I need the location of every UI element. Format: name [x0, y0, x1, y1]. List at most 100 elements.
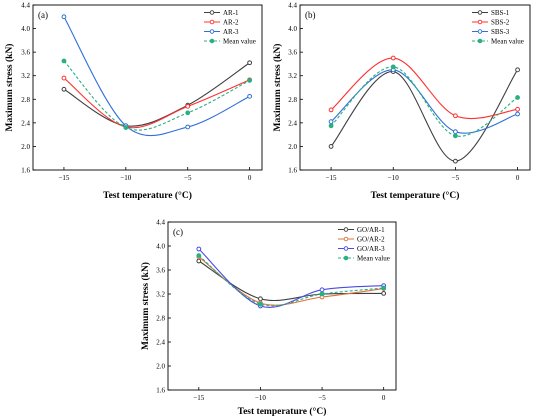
data-point — [185, 110, 191, 116]
x-axis-label: Test temperature (°C) — [238, 406, 327, 417]
legend-entry: SBS-2 — [491, 19, 510, 27]
series-line — [198, 255, 384, 307]
legend-marker — [477, 29, 483, 34]
series-line — [330, 66, 518, 137]
legend-marker — [343, 236, 349, 242]
data-point — [390, 55, 396, 61]
x-axis-label: Test temperature (°C) — [103, 190, 192, 201]
legend: AR-1 AR-2AR-3 Mean value — [204, 9, 256, 46]
plot-frame — [167, 221, 397, 391]
y-tick-label: 1.6 — [21, 167, 30, 175]
legend-entry: AR-3 — [223, 28, 239, 36]
x-tick-label: −5 — [184, 174, 192, 182]
data-point — [61, 58, 67, 64]
data-point — [453, 113, 458, 119]
x-tick-label: 0 — [248, 174, 252, 182]
y-tick-label: 3.6 — [288, 49, 297, 57]
legend-marker — [477, 38, 483, 44]
legend-marker — [209, 19, 215, 25]
y-tick-label: 2.8 — [21, 96, 30, 104]
data-point — [328, 107, 334, 113]
y-tick-label: 2.0 — [156, 363, 165, 371]
legend-entry: SBS-1 — [491, 9, 510, 17]
x-tick-label: −10 — [255, 394, 266, 402]
y-tick-label: 4.0 — [288, 25, 297, 33]
legend-entry: AR-2 — [223, 19, 239, 27]
legend-marker — [343, 255, 349, 261]
x-tick-label: −5 — [318, 394, 326, 402]
data-point — [61, 75, 67, 81]
data-point — [390, 64, 396, 70]
x-axis-label: Test temperature (°C) — [371, 190, 460, 201]
series-4 — [328, 64, 520, 139]
x-tick-label: −10 — [120, 174, 131, 182]
plot-frame — [32, 4, 263, 171]
legend-entry: GO/AR-3 — [357, 245, 385, 253]
data-point — [196, 253, 202, 259]
legend-entry: GO/AR-2 — [357, 236, 385, 244]
series-line — [330, 57, 518, 120]
data-point — [319, 291, 325, 297]
legend-marker — [209, 29, 215, 34]
chart-panel-2: 1.6 2.0 2.4 2.8 3.2 3.6 4.0 4.4 −15 −10 −5 0 Test te… — [272, 2, 531, 201]
y-tick-label: 4.0 — [21, 25, 30, 33]
series-line — [63, 60, 250, 131]
y-tick-label: 2.0 — [288, 143, 297, 151]
data-point — [61, 14, 67, 20]
y-tick-label: 3.6 — [21, 49, 30, 57]
series-line — [63, 77, 250, 129]
data-point — [196, 246, 202, 252]
data-point — [381, 285, 387, 291]
legend-entry: SBS-3 — [491, 28, 510, 36]
data-point — [328, 119, 334, 125]
x-tick-label: −5 — [452, 174, 460, 182]
chart-panel-1: 1.6 2.0 2.4 2.8 3.2 3.6 4.0 4.4 −15 −10 −5 0 Test te… — [4, 2, 263, 201]
data-point — [515, 106, 520, 112]
legend: GO/AR-1 GO/AR-2GO/AR-3 Mean value — [338, 226, 390, 263]
series-4 — [61, 58, 253, 131]
legend-entry: AR-1 — [223, 9, 239, 17]
legend-marker — [477, 10, 483, 15]
y-tick-label: 4.4 — [156, 219, 165, 227]
data-point — [247, 60, 253, 66]
y-tick-label: 2.4 — [21, 119, 30, 127]
y-tick-label: 3.2 — [156, 291, 165, 299]
y-axis-label: Maximum stress (kN) — [140, 262, 151, 350]
x-tick-label: −10 — [388, 174, 399, 182]
data-point — [258, 301, 263, 307]
series-2 — [328, 55, 520, 120]
data-point — [247, 78, 253, 83]
y-tick-label: 1.6 — [288, 167, 297, 175]
panel-label: (a) — [38, 10, 48, 20]
y-axis-label: Maximum stress (kN) — [272, 44, 283, 132]
x-tick-label: −15 — [58, 174, 69, 182]
y-tick-label: 2.8 — [156, 315, 165, 323]
data-point — [328, 144, 334, 149]
panel-label: (c) — [173, 227, 183, 237]
data-point — [453, 129, 458, 135]
legend-entry: Mean value — [223, 38, 256, 46]
panel-label: (b) — [305, 10, 316, 20]
chart-panel-3: 1.6 2.0 2.4 2.8 3.2 3.6 4.0 4.4 −15 −10 −5 0 Test te… — [140, 219, 397, 417]
y-tick-label: 3.2 — [21, 72, 30, 80]
y-tick-label: 4.4 — [288, 2, 297, 10]
y-tick-label: 2.4 — [156, 339, 165, 347]
data-point — [381, 291, 387, 296]
y-axis-label: Maximum stress (kN) — [4, 44, 15, 132]
x-tick-label: 0 — [382, 394, 386, 402]
y-tick-label: 3.6 — [156, 267, 165, 275]
legend-entry: Mean value — [357, 255, 390, 263]
series-line — [198, 248, 384, 308]
data-point — [196, 258, 202, 264]
data-point — [319, 287, 325, 293]
series-line — [63, 16, 250, 137]
series-3 — [328, 67, 520, 135]
data-point — [328, 123, 334, 129]
y-tick-label: 3.2 — [288, 72, 297, 80]
data-point — [453, 133, 458, 139]
data-point — [258, 296, 263, 302]
x-tick-label: −15 — [193, 394, 204, 402]
series-line — [63, 62, 250, 127]
